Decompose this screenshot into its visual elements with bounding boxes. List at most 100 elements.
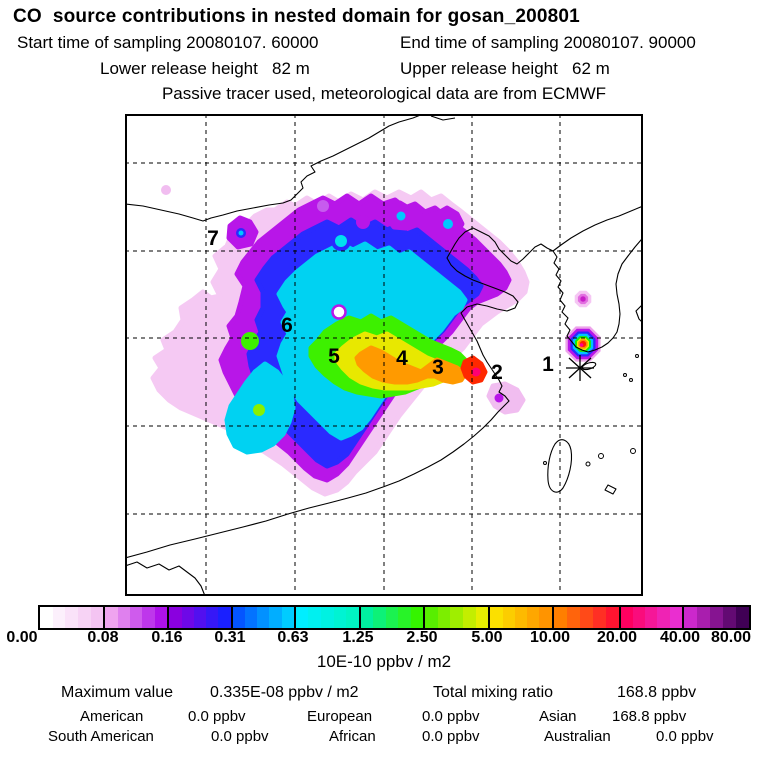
colorbar-cell bbox=[645, 607, 658, 628]
region-european-value: 0.0 ppbv bbox=[422, 708, 480, 725]
coastline bbox=[124, 561, 206, 597]
colorbar-cell bbox=[450, 607, 464, 628]
colorbar-cell bbox=[333, 607, 347, 628]
colorbar-segment bbox=[681, 607, 749, 628]
colorbar-tick-label: 10.00 bbox=[529, 629, 571, 646]
colorbar-cell bbox=[735, 607, 749, 628]
colorbar-cell bbox=[620, 607, 633, 628]
colorbar-cell bbox=[130, 607, 143, 628]
island bbox=[630, 448, 636, 454]
colorbar-cell bbox=[244, 607, 258, 628]
colorbar-cell bbox=[346, 607, 359, 628]
colorbar-cell bbox=[90, 607, 104, 628]
colorbar-cell bbox=[437, 607, 451, 628]
colorbar-cell bbox=[117, 607, 131, 628]
colorbar-cell bbox=[398, 607, 411, 628]
colorbar-cell bbox=[154, 607, 168, 628]
colorbar-cell bbox=[52, 607, 66, 628]
colorbar-cell bbox=[232, 607, 245, 628]
page-title: CO source contributions in nested domain… bbox=[13, 6, 580, 27]
island bbox=[598, 453, 604, 459]
region-label-7: 7 bbox=[207, 227, 219, 250]
colorbar-segment bbox=[40, 607, 104, 628]
plume-contour bbox=[396, 211, 406, 221]
plume-contour bbox=[579, 343, 584, 347]
region-south-american-label: South American bbox=[48, 728, 154, 745]
coastline bbox=[124, 205, 644, 559]
total-mixing-ratio-value: 168.8 ppbv bbox=[617, 684, 697, 701]
region-south-american-value: 0.0 ppbv bbox=[211, 728, 269, 745]
colorbar-tick-label: 2.50 bbox=[406, 629, 438, 646]
colorbar-cell bbox=[142, 607, 155, 628]
colorbar-segment bbox=[358, 607, 424, 628]
coastline bbox=[124, 113, 424, 222]
plume-contour bbox=[494, 393, 504, 403]
colorbar-cell bbox=[696, 607, 710, 628]
island bbox=[543, 461, 547, 465]
colorbar-segment bbox=[551, 607, 619, 628]
plume-contour bbox=[580, 296, 586, 302]
colorbar-tick-label: 80.00 bbox=[710, 629, 752, 646]
tracer-note: Passive tracer used, meteorological data… bbox=[161, 84, 607, 103]
colorbar-cell bbox=[77, 607, 91, 628]
island bbox=[629, 378, 633, 382]
region-label-4: 4 bbox=[396, 347, 408, 370]
island bbox=[635, 354, 639, 358]
colorbar-cell bbox=[385, 607, 399, 628]
lower-release-label: Lower release height 82 m bbox=[100, 59, 310, 78]
colorbar-cell bbox=[308, 607, 322, 628]
region-american-label: American bbox=[80, 708, 144, 725]
colorbar-cell bbox=[193, 607, 207, 628]
colorbar-cell bbox=[490, 607, 503, 628]
colorbar-segment bbox=[423, 607, 489, 628]
plume-contour bbox=[253, 404, 265, 416]
map-frame bbox=[125, 114, 643, 596]
region-african-value: 0.0 ppbv bbox=[422, 728, 480, 745]
colorbar-cell bbox=[257, 607, 270, 628]
colorbar-cell bbox=[475, 607, 489, 628]
colorbar-cell bbox=[169, 607, 182, 628]
colorbar-cell bbox=[709, 607, 723, 628]
upper-release-label: Upper release height 62 m bbox=[400, 59, 610, 78]
colorbar-cell bbox=[592, 607, 606, 628]
colorbar-units-label: 10E-10 ppbv / m2 bbox=[316, 652, 452, 671]
contour-map-plot: 7 6 5 4 3 2 1 bbox=[124, 113, 644, 597]
colorbar-segment bbox=[167, 607, 231, 628]
plume-contour bbox=[161, 185, 171, 195]
plume-contour bbox=[241, 332, 259, 350]
plume-contour bbox=[335, 235, 347, 247]
colorbar-cell bbox=[40, 607, 53, 628]
region-label-6: 6 bbox=[281, 314, 293, 337]
colorbar-cell bbox=[410, 607, 424, 628]
colorbar-cell bbox=[669, 607, 682, 628]
gosan-station-marker bbox=[581, 361, 597, 371]
map-panel: 7 6 5 4 3 2 1 bbox=[124, 113, 644, 597]
colorbar-cell bbox=[514, 607, 528, 628]
start-time-label: Start time of sampling 20080107. 60000 bbox=[17, 33, 319, 52]
total-mixing-ratio-label: Total mixing ratio bbox=[433, 684, 554, 701]
colorbar-cell bbox=[566, 607, 580, 628]
region-australian-value: 0.0 ppbv bbox=[656, 728, 714, 745]
colorbar-cell bbox=[463, 607, 476, 628]
end-time-label: End time of sampling 20080107. 90000 bbox=[400, 33, 696, 52]
colorbar-cell bbox=[269, 607, 282, 628]
coastline bbox=[604, 484, 617, 495]
colorbar-segment bbox=[293, 607, 359, 628]
coastline bbox=[552, 236, 644, 353]
colorbar-cell bbox=[65, 607, 78, 628]
plume-contour bbox=[471, 367, 481, 377]
plume-contour bbox=[356, 215, 370, 229]
island bbox=[623, 373, 627, 377]
region-label-5: 5 bbox=[328, 345, 340, 368]
region-label-2: 2 bbox=[491, 361, 503, 384]
region-european-label: European bbox=[307, 708, 373, 725]
plume-contour bbox=[443, 219, 453, 229]
colorbar-cell bbox=[605, 607, 619, 628]
maximum-value: 0.335E-08 ppbv / m2 bbox=[210, 684, 359, 701]
colorbar-cell bbox=[373, 607, 386, 628]
colorbar-tick-label: 0.08 bbox=[87, 629, 119, 646]
colorbar-tick-label: 5.00 bbox=[471, 629, 503, 646]
colorbar-cell bbox=[632, 607, 646, 628]
colorbar-cell bbox=[281, 607, 294, 628]
colorbar-tick-label: 0.63 bbox=[277, 629, 309, 646]
